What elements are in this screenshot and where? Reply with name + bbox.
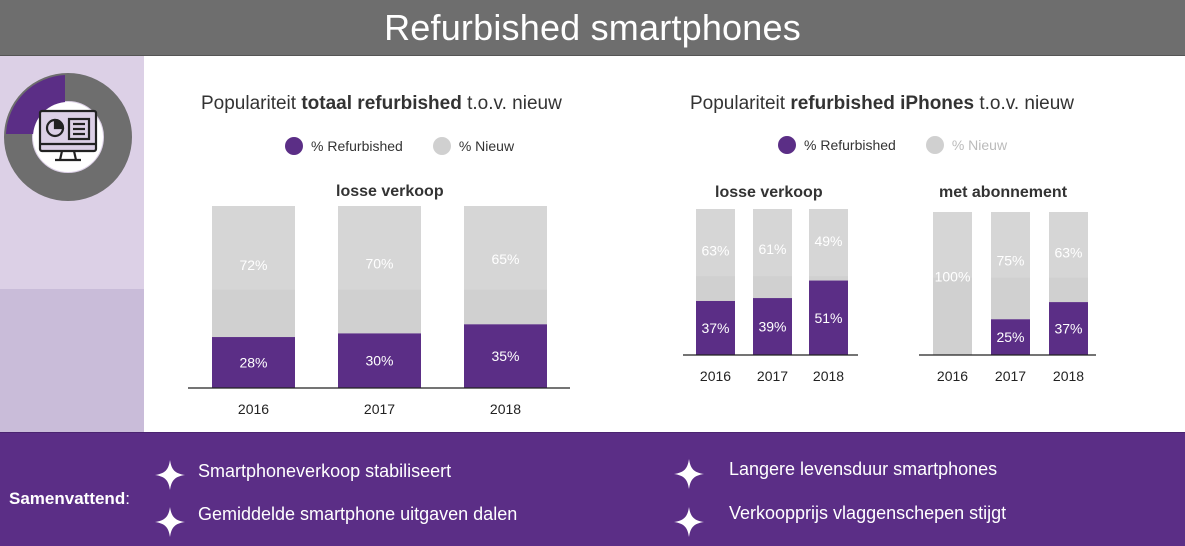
x-tick-label: 2018 — [490, 401, 521, 417]
legend-item-refurbished: % Refurbished — [285, 137, 403, 155]
header-bar: Refurbished smartphones — [0, 0, 1185, 56]
four-point-star-icon — [674, 507, 704, 537]
data-label-refurbished: 37% — [701, 320, 729, 336]
chart-iphones-legend: % Refurbished % Nieuw — [778, 136, 1037, 154]
legend-item-nieuw: % Nieuw — [925, 136, 1007, 154]
data-label-nieuw: 72% — [239, 257, 267, 273]
bar-refurbished — [338, 333, 421, 388]
summary-item: Smartphoneverkoop stabiliseert — [198, 461, 452, 481]
data-label-refurbished: 35% — [491, 348, 519, 364]
chart-iphones-title: Populariteit refurbished iPhones t.o.v. … — [690, 93, 1075, 114]
x-tick-label: 2016 — [238, 401, 269, 417]
computer-dashboard-icon — [38, 109, 98, 162]
x-tick-label: 2016 — [700, 368, 731, 384]
bar-refurbished — [1049, 302, 1088, 355]
donut-chart-icon — [4, 73, 132, 201]
x-tick-label: 2017 — [364, 401, 395, 417]
bar-nieuw-highlight — [212, 206, 295, 290]
data-label-nieuw: 70% — [365, 255, 393, 271]
bar-refurbished — [696, 300, 735, 355]
bar-refurbished — [464, 324, 547, 388]
x-tick-label: 2017 — [757, 368, 788, 384]
summary-item: Verkoopprijs vlaggenschepen stijgt — [729, 503, 1007, 523]
bar-refurbished — [753, 298, 792, 355]
summary-bar — [0, 432, 1185, 546]
data-label-nieuw: 65% — [491, 251, 519, 267]
data-label-refurbished: 28% — [239, 355, 267, 371]
data-label-nieuw: 63% — [1054, 245, 1082, 261]
page-title: Refurbished smartphones — [384, 6, 801, 48]
bar-nieuw-highlight — [753, 209, 792, 277]
data-label-nieuw: 75% — [996, 252, 1024, 268]
data-label-nieuw: 61% — [758, 241, 786, 257]
data-label-nieuw: 49% — [814, 233, 842, 249]
data-label-refurbished: 39% — [758, 319, 786, 335]
data-label-nieuw: 63% — [701, 242, 729, 258]
bar-nieuw-highlight — [464, 206, 547, 290]
bar-nieuw-highlight — [338, 206, 421, 290]
legend-swatch-refurbished — [778, 136, 796, 154]
data-label-nieuw: 100% — [935, 268, 971, 284]
x-tick-label: 2017 — [995, 368, 1026, 384]
legend-swatch-refurbished — [285, 137, 303, 155]
left-panel-bottom — [0, 289, 144, 432]
data-label-refurbished: 30% — [365, 353, 393, 369]
summary-label: Samenvattend: — [9, 489, 130, 508]
chart-total-subtitle: losse verkoop — [336, 183, 444, 200]
data-label-refurbished: 25% — [996, 329, 1024, 345]
four-point-star-icon — [155, 460, 185, 490]
left-panel — [0, 56, 144, 432]
legend-swatch-nieuw — [925, 136, 944, 154]
bar-nieuw-highlight — [933, 212, 972, 278]
summary-item: Gemiddelde smartphone uitgaven dalen — [198, 504, 518, 524]
bar-refurbished — [809, 280, 848, 355]
chart-total-title: Populariteit totaal refurbished t.o.v. n… — [201, 93, 562, 114]
legend-item-refurbished: % Refurbished — [778, 136, 896, 154]
legend-swatch-nieuw — [432, 137, 451, 155]
bar-nieuw-highlight — [696, 209, 735, 277]
legend-item-nieuw: % Nieuw — [432, 137, 514, 155]
bar-nieuw-highlight — [809, 209, 848, 277]
chart-iphones-abonnement-subtitle: met abonnement — [939, 184, 1068, 201]
bar-refurbished — [212, 337, 295, 388]
bar-nieuw-highlight — [991, 212, 1030, 278]
data-label-refurbished: 51% — [814, 310, 842, 326]
bar-refurbished — [991, 319, 1030, 355]
x-tick-label: 2016 — [937, 368, 968, 384]
four-point-star-icon — [674, 459, 704, 489]
bar-nieuw-highlight — [1049, 212, 1088, 278]
data-label-refurbished: 37% — [1054, 321, 1082, 337]
chart-total-legend: % Refurbished % Nieuw — [285, 137, 544, 155]
summary-item: Langere levensduur smartphones — [729, 459, 998, 479]
x-tick-label: 2018 — [813, 368, 844, 384]
chart-iphones-losse-subtitle: losse verkoop — [715, 184, 823, 201]
x-tick-label: 2018 — [1053, 368, 1084, 384]
four-point-star-icon — [155, 507, 185, 537]
